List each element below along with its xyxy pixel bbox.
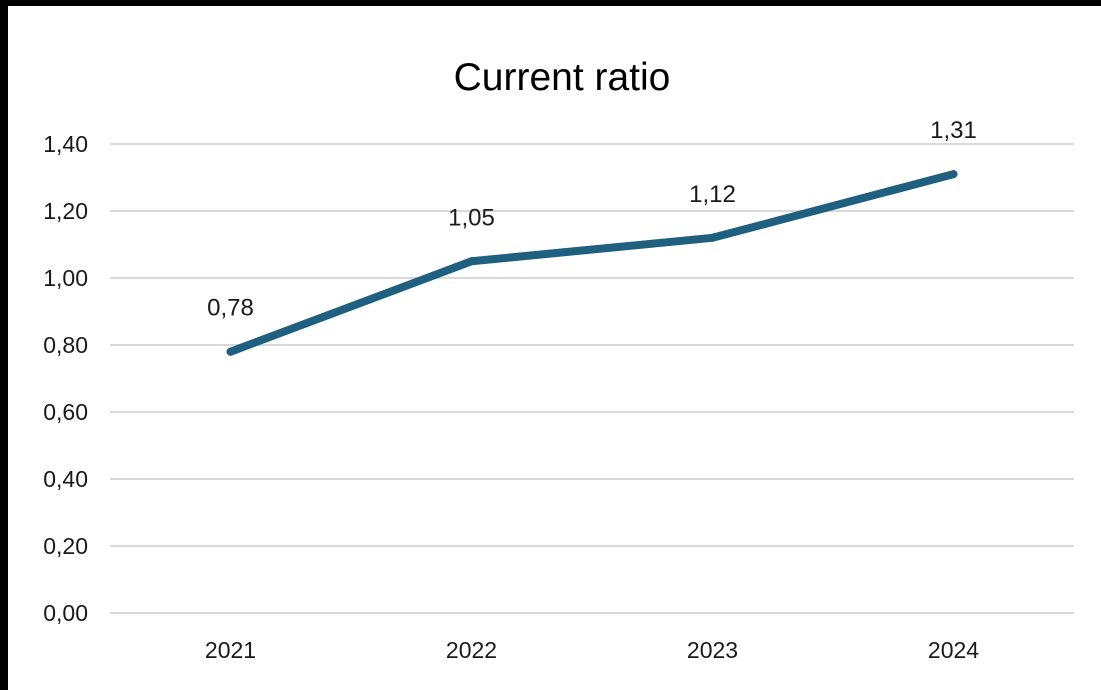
y-tick-label: 0,20 xyxy=(43,533,88,559)
series-line xyxy=(226,170,958,356)
x-tick-label: 2023 xyxy=(687,637,738,663)
data-point xyxy=(226,347,235,356)
x-tick-label: 2021 xyxy=(205,637,256,663)
data-label: 1,05 xyxy=(448,204,495,231)
y-tick-label: 1,20 xyxy=(43,198,88,224)
line-chart: Current ratio 0,00 0,20 0,40 0,60 0,80 1,00 1,… xyxy=(43,56,1074,663)
y-tick-label: 0,00 xyxy=(43,600,88,626)
data-label: 1,31 xyxy=(930,117,977,144)
data-point xyxy=(708,233,717,242)
x-tick-label: 2022 xyxy=(446,637,497,663)
y-tick-label: 0,60 xyxy=(43,399,88,425)
data-point xyxy=(949,170,958,179)
data-label: 1,12 xyxy=(689,181,736,208)
y-tick-label: 1,40 xyxy=(43,131,88,157)
data-label: 0,78 xyxy=(207,295,254,322)
y-tick-label: 1,00 xyxy=(43,265,88,291)
y-tick-label: 0,80 xyxy=(43,332,88,358)
y-tick-label: 0,40 xyxy=(43,466,88,492)
data-point xyxy=(467,257,476,266)
y-axis-ticks: 0,00 0,20 0,40 0,60 0,80 1,00 1,20 1,40 xyxy=(43,131,88,626)
x-tick-label: 2024 xyxy=(928,637,979,663)
gridlines xyxy=(110,143,1074,614)
x-axis-ticks: 2021 2022 2023 2024 xyxy=(205,637,979,663)
chart-title: Current ratio xyxy=(454,56,671,99)
series-layer xyxy=(226,170,958,356)
data-labels: 0,78 1,05 1,12 1,31 xyxy=(207,117,977,322)
